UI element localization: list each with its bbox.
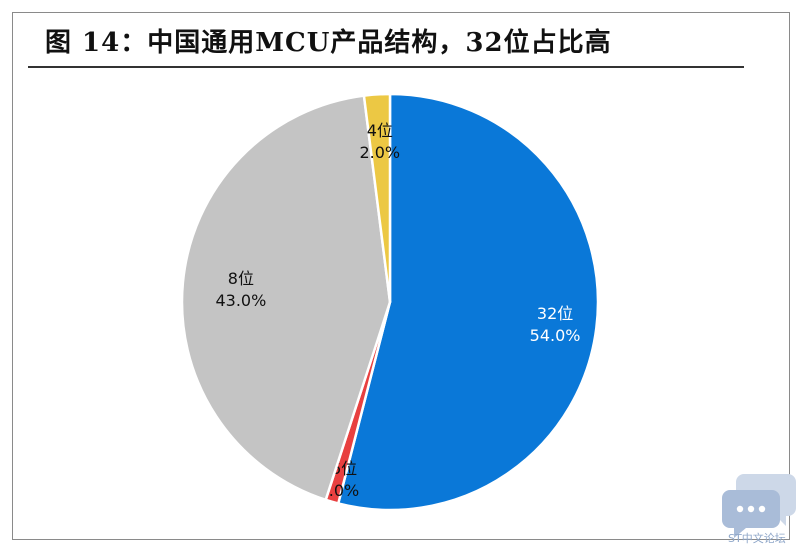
chart-title: 图 14：中国通用MCU产品结构，32位占比高 (45, 28, 612, 58)
chat-bubbles-icon (722, 474, 796, 538)
slice-name-label-2: 8位 (228, 269, 254, 288)
slice-percent-label-0: 54.0% (530, 326, 581, 345)
slice-percent-label-2: 43.0% (215, 291, 266, 310)
title-underline (28, 66, 744, 68)
slice-name-label-3: 4位 (367, 121, 393, 140)
pie-slice-0 (337, 92, 600, 512)
watermark-text: ST中文论坛 (728, 532, 786, 545)
pie-slice-3 (362, 92, 392, 304)
slice-name-label-0: 32位 (537, 304, 573, 323)
figure-frame (12, 12, 790, 540)
slice-percent-label-3: 2.0% (359, 143, 400, 162)
pie-slice-2 (180, 94, 392, 502)
